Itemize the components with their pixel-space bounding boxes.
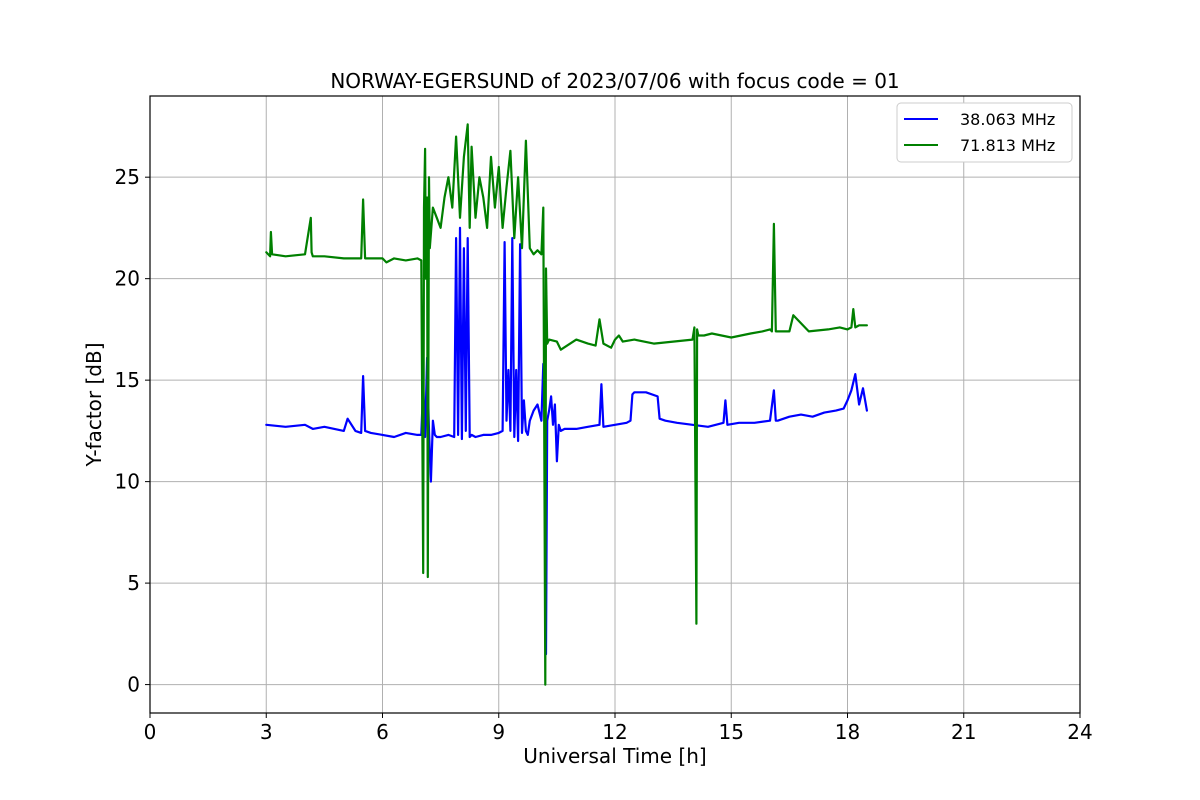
chart-title: NORWAY-EGERSUND of 2023/07/06 with focus… (330, 69, 899, 93)
series-line-38mhz (265, 226, 869, 656)
y-tick-label: 5 (127, 571, 140, 595)
x-tick-label: 18 (835, 720, 860, 744)
x-tick-label: 0 (144, 720, 157, 744)
x-tick-label: 9 (492, 720, 505, 744)
legend-box (896, 102, 1073, 163)
series-line-71mhz (265, 123, 869, 686)
series-layer (265, 123, 869, 686)
grid-lines (150, 96, 1080, 713)
y-tick-label: 10 (115, 470, 140, 494)
x-axis-ticks: 0 3 6 9 12 15 18 21 24 (144, 713, 1093, 744)
x-tick-label: 21 (951, 720, 976, 744)
y-tick-label: 20 (115, 267, 140, 291)
legend-label-71mhz: 71.813 MHz (960, 136, 1055, 155)
x-axis-label: Universal Time [h] (523, 744, 706, 768)
legend-label-38mhz: 38.063 MHz (960, 110, 1055, 129)
x-tick-label: 3 (260, 720, 273, 744)
y-axis-label: Y-factor [dB] (82, 342, 106, 467)
x-tick-label: 12 (602, 720, 627, 744)
y-tick-label: 15 (115, 368, 140, 392)
y-tick-label: 0 (127, 673, 140, 697)
legend: 38.063 MHz 71.813 MHz (896, 102, 1073, 163)
x-tick-label: 15 (719, 720, 744, 744)
x-tick-label: 24 (1067, 720, 1092, 744)
y-axis-ticks: 0 5 10 15 20 25 (115, 165, 150, 697)
y-tick-label: 25 (115, 165, 140, 189)
x-tick-label: 6 (376, 720, 389, 744)
